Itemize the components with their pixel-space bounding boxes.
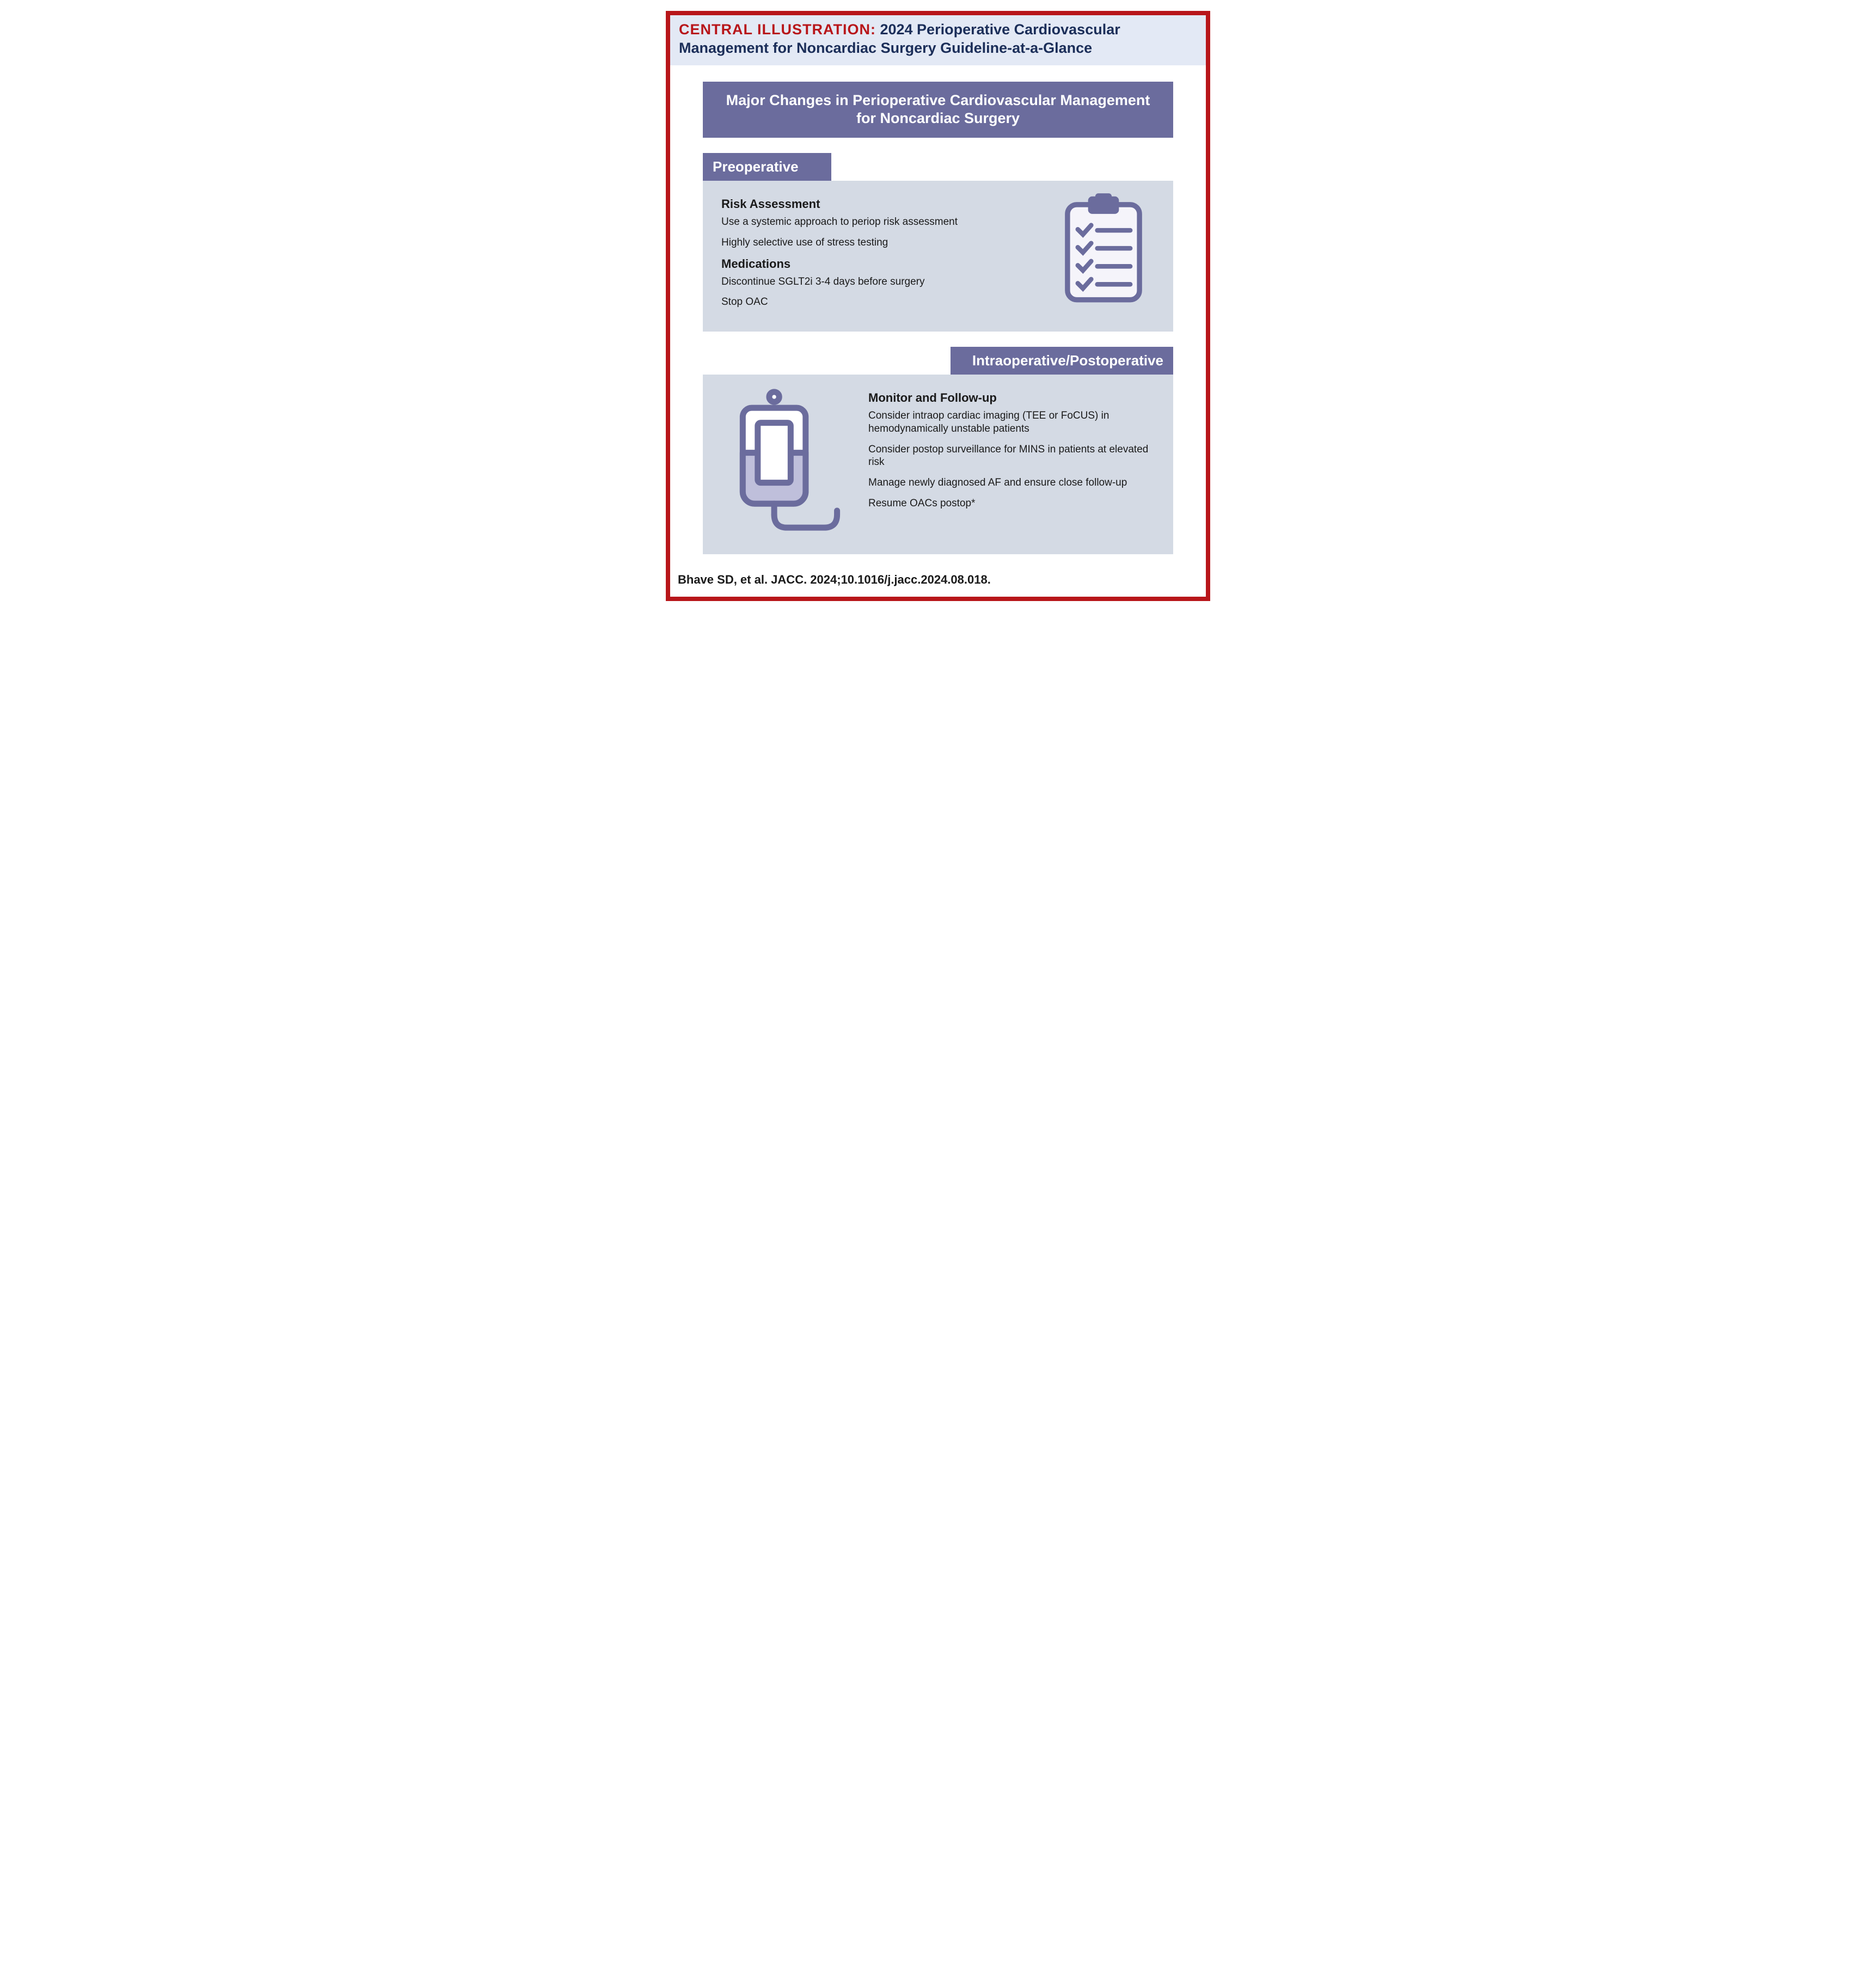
citation-text: Bhave SD, et al. JACC. 2024;10.1016/j.ja… [670, 560, 1206, 597]
intraop-postop-body: Monitor and Follow-up Consider intraop c… [703, 375, 1173, 554]
iv-bag-icon [721, 387, 852, 539]
header-bar: CENTRAL ILLUSTRATION: 2024 Perioperative… [670, 15, 1206, 65]
postop-bullet-3: Manage newly diagnosed AF and ensure clo… [868, 476, 1158, 489]
main-title: Major Changes in Perioperative Cardiovas… [703, 82, 1173, 138]
monitor-followup-heading: Monitor and Follow-up [868, 391, 1158, 405]
intraop-postop-section: Intraoperative/Postoperative [703, 347, 1173, 554]
preop-bullet-1: Use a systemic approach to periop risk a… [721, 216, 1033, 229]
intraop-postop-header: Intraoperative/Postoperative [951, 347, 1173, 375]
intraop-postop-text: Monitor and Follow-up Consider intraop c… [868, 387, 1158, 518]
preop-bullet-4: Stop OAC [721, 296, 1033, 309]
preop-bullet-3: Discontinue SGLT2i 3-4 days before surge… [721, 275, 1033, 289]
clipboard-icon [1049, 193, 1158, 307]
header-label: CENTRAL ILLUSTRATION: [679, 21, 876, 38]
preoperative-section: Preoperative Risk Assessment Use a syste… [703, 153, 1173, 332]
medications-heading: Medications [721, 257, 1033, 271]
preoperative-body: Risk Assessment Use a systemic approach … [703, 181, 1173, 332]
preoperative-text: Risk Assessment Use a systemic approach … [721, 193, 1033, 316]
illustration-frame: CENTRAL ILLUSTRATION: 2024 Perioperative… [666, 11, 1210, 601]
preop-bullet-2: Highly selective use of stress testing [721, 236, 1033, 249]
postop-bullet-4: Resume OACs postop* [868, 497, 1158, 510]
content-area: Major Changes in Perioperative Cardiovas… [670, 65, 1206, 560]
risk-assessment-heading: Risk Assessment [721, 197, 1033, 211]
postop-bullet-2: Consider postop surveillance for MINS in… [868, 443, 1158, 469]
preoperative-header: Preoperative [703, 153, 831, 181]
postop-bullet-1: Consider intraop cardiac imaging (TEE or… [868, 409, 1158, 436]
